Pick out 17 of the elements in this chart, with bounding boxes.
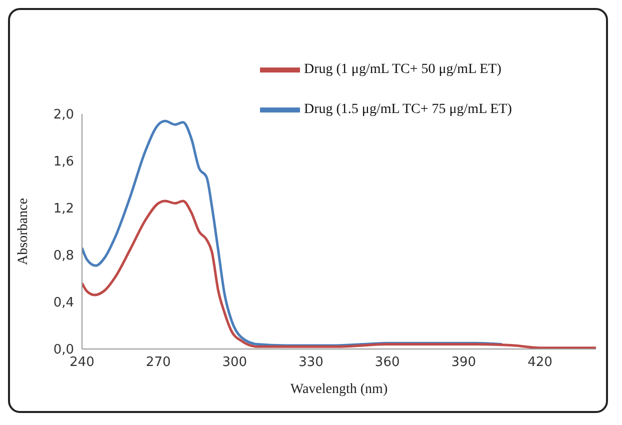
y-tick-label: 2,0: [53, 108, 74, 123]
y-tick-label: 0,8: [53, 248, 74, 264]
y-tick-label: 0,4: [53, 296, 74, 311]
x-tick-label: 360: [374, 355, 400, 370]
x-axis-title: Wavelength (nm): [290, 382, 388, 397]
y-tick-label: 1,6: [53, 154, 74, 170]
x-tick-label: 330: [298, 355, 324, 370]
legend-label: Drug (1 μg/mL TC+ 50 μg/mL ET): [304, 62, 502, 78]
y-axis-title: Absorbance: [16, 198, 31, 265]
x-tick-label: 270: [146, 355, 171, 370]
x-tick-label: 240: [70, 355, 94, 370]
x-tick-label: 300: [222, 355, 248, 370]
x-tick-label: 420: [528, 355, 552, 370]
y-tick-label: 0,0: [53, 342, 74, 358]
y-tick-label: 1,2: [53, 202, 74, 217]
x-tick-label: 390: [451, 355, 476, 370]
legend-label: Drug (1.5 μg/mL TC+ 75 μg/mL ET): [304, 102, 512, 118]
